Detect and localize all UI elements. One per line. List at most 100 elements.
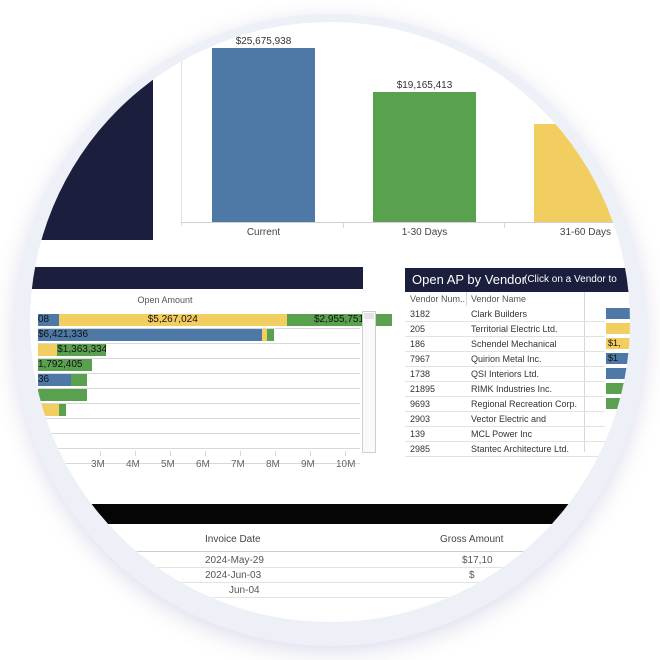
open-amount-row-divider [38, 448, 360, 449]
open-amount-gridline [135, 451, 136, 456]
open-amount-tick-label: 7M [231, 459, 245, 470]
table-row[interactable]: 7967 Quirion Metal Inc. [405, 351, 605, 367]
open-amount-scrollbar[interactable] [362, 311, 376, 453]
vendor-col-divider [584, 292, 585, 452]
open-amount-tick-label: 8M [266, 459, 280, 470]
aging-tick-divider [504, 222, 505, 228]
dark-side-panel [30, 22, 153, 240]
open-amount-segment-green[interactable]: 1,792,405 [38, 359, 93, 371]
open-amount-segment-green[interactable] [267, 329, 275, 341]
gross-amount: $17,10 [462, 555, 493, 566]
open-amount-segment-yellow[interactable] [38, 404, 59, 416]
vendor-number: 1738 [410, 369, 431, 379]
open-amount-gridline [205, 451, 206, 456]
vendor-number: 2985 [410, 444, 431, 454]
open-amount-segment-blue[interactable]: 36 [38, 374, 72, 386]
table-row[interactable]: 2903 Vector Electric and [405, 411, 605, 427]
open-amount-segment-yellow[interactable]: $5,267,024 [59, 314, 287, 326]
open-amount-gridline [170, 451, 171, 456]
aging-tick-divider [343, 222, 344, 228]
table-row[interactable]: 9693 Regional Recreation Corp. [405, 396, 605, 412]
open-amount-header-bar [30, 267, 363, 289]
vendor-name: Stantec Architecture Ltd. [471, 444, 570, 454]
open-amount-row-divider [38, 328, 360, 329]
vendor-name: RIMK Industries Inc. [471, 384, 553, 394]
open-amount-row-divider [38, 388, 360, 389]
aging-axis-label-1-30: 1-30 Days [401, 227, 448, 238]
open-amount-tick-label: 6M [196, 459, 210, 470]
invoice-date: Jun-04 [229, 585, 260, 596]
vendor-amount-bar[interactable] [606, 308, 630, 319]
open-amount-segment-blue[interactable]: $6,421,336 [38, 329, 262, 341]
vendor-amount-bar[interactable]: $1, [606, 338, 630, 349]
vendor-panel-title: Open AP by Vendor [412, 272, 526, 287]
table-row[interactable]: 1738 QSI Interiors Ltd. [405, 366, 605, 382]
open-amount-row-divider [38, 418, 360, 419]
vendor-amount-bar[interactable] [606, 398, 630, 409]
vendor-number: 2903 [410, 414, 431, 424]
aging-bar-31-60[interactable] [534, 124, 630, 222]
vendor-panel-header: Open AP by Vendor (Click on a Vendor to [405, 268, 630, 292]
invoice-date-column-header[interactable]: Invoice Date [205, 534, 261, 545]
aging-bar-1-30[interactable] [373, 92, 476, 222]
vendor-panel-subtitle: (Click on a Vendor to [524, 274, 617, 285]
open-amount-gridline [100, 451, 101, 456]
invoice-date: 2024-May-29 [205, 555, 264, 566]
vendor-name-column-header[interactable]: Vendor Name [471, 294, 527, 304]
scrollbar-thumb[interactable] [364, 313, 374, 319]
open-amount-axis-title: Open Amount [137, 295, 193, 305]
open-amount-row-divider [38, 403, 360, 404]
open-amount-row-divider [38, 433, 360, 434]
aging-chart-baseline [181, 222, 630, 223]
open-amount-tick-label: 3M [91, 459, 105, 470]
open-amount-segment-yellow[interactable] [38, 344, 58, 356]
row-divider [30, 582, 630, 583]
vendor-number: 3182 [410, 309, 431, 319]
open-amount-tick-label: 10M [336, 459, 356, 470]
open-amount-gridline [275, 451, 276, 456]
invoice-header-divider [30, 551, 630, 552]
vendor-number-column-header[interactable]: Vendor Num.. [410, 294, 466, 304]
aging-axis-label-current: Current [246, 227, 281, 238]
vendor-number: 7967 [410, 354, 431, 364]
open-amount-segment-green[interactable] [71, 374, 87, 386]
open-amount-row-divider [38, 463, 360, 464]
vendor-name: Schendel Mechanical [471, 339, 557, 349]
open-amount-gridline [240, 451, 241, 456]
gross-amount: $ [469, 570, 475, 581]
vendor-name: QSI Interiors Ltd. [471, 369, 540, 379]
open-amount-segment-green[interactable] [59, 404, 66, 416]
table-row[interactable]: 139 MCL Power Inc [405, 426, 605, 442]
open-amount-segment-green[interactable]: $1,363,334 [57, 344, 107, 356]
row-divider [30, 567, 630, 568]
invoice-date: 2024-Jun-03 [205, 570, 262, 581]
aging-bar-value-1-30: $19,165,413 [396, 80, 453, 91]
aging-bar-current[interactable] [212, 48, 315, 222]
vendor-number: 9693 [410, 399, 431, 409]
open-amount-row-divider [38, 373, 360, 374]
table-row[interactable]: 205 Territorial Electric Ltd. [405, 321, 605, 337]
table-row[interactable]: 186 Schendel Mechanical [405, 336, 605, 352]
vendor-number: 21895 [410, 384, 436, 394]
open-amount-gridline [345, 451, 346, 456]
vendor-amount-bar[interactable] [606, 323, 630, 334]
open-amount-segment-yellow[interactable] [262, 329, 268, 341]
table-row[interactable]: 3182 Clark Builders [405, 306, 605, 322]
vendor-amount-bar[interactable] [606, 368, 630, 379]
open-amount-tick-label: 4M [126, 459, 140, 470]
open-amount-segment-blue[interactable]: 08 [38, 314, 59, 326]
vendor-name: Clark Builders [471, 309, 528, 319]
table-row[interactable]: 2985 Stantec Architecture Ltd. [405, 441, 605, 457]
aging-chart-axis-line [181, 22, 182, 226]
open-amount-segment-green[interactable] [38, 389, 87, 401]
vendor-amount-bar[interactable] [606, 383, 630, 394]
vendor-name: Quirion Metal Inc. [471, 354, 542, 364]
gross-amount-column-header[interactable]: Gross Amount [440, 534, 504, 545]
aging-axis-label-31-60: 31-60 Days [559, 227, 612, 238]
table-row[interactable]: 21895 RIMK Industries Inc. [405, 381, 605, 397]
vendor-col-divider [466, 292, 467, 306]
open-amount-row-divider [38, 343, 360, 344]
vendor-amount-bar[interactable]: $1 [606, 353, 630, 364]
vendor-name: MCL Power Inc [471, 429, 533, 439]
invoice-section-header [30, 504, 630, 524]
